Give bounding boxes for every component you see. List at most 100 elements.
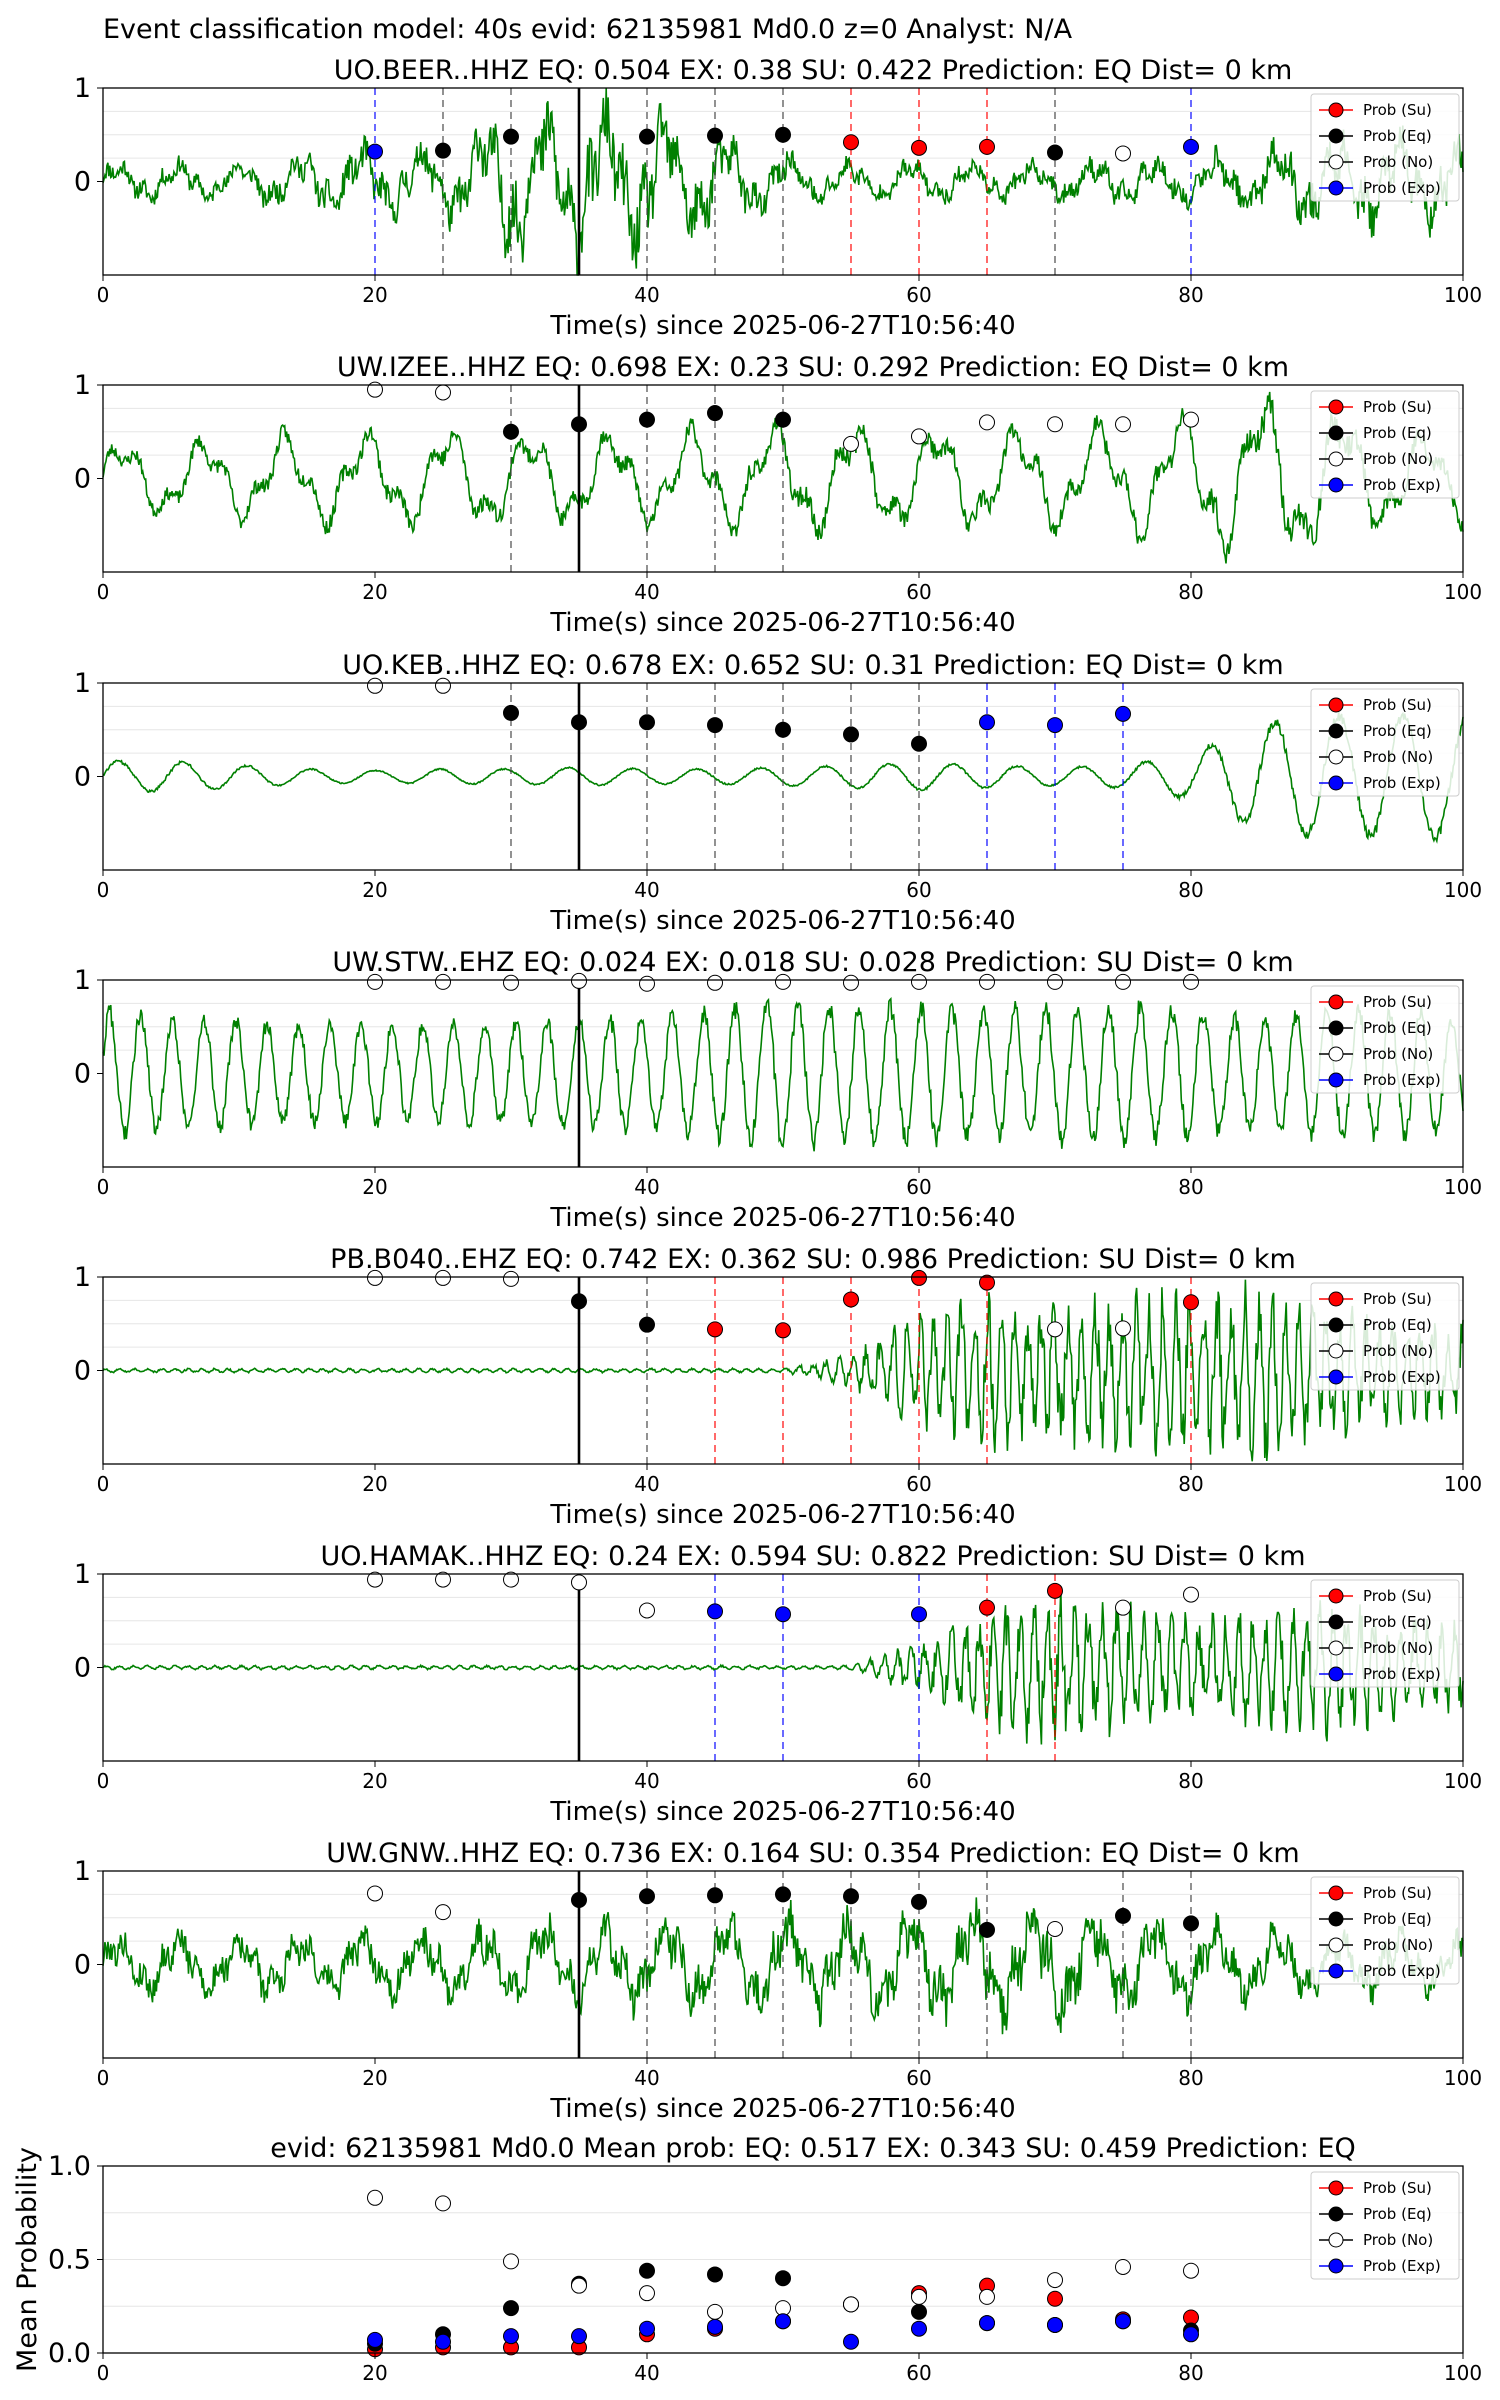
y-tick-label: 0.0 — [48, 2338, 91, 2369]
legend-label-no: Prob (No) — [1363, 748, 1433, 766]
prob-marker-no — [639, 975, 655, 992]
x-tick-label: 80 — [1178, 2066, 1203, 2090]
prob-marker-eq — [707, 405, 723, 422]
prob-marker-no — [367, 1885, 383, 1902]
axes-frame — [102, 1870, 1464, 2059]
waveform-trace — [102, 1897, 1464, 2035]
prob-marker-su — [775, 1322, 791, 1339]
prob-marker-no — [843, 974, 859, 991]
prob-marker-eq — [639, 1888, 655, 1905]
prob-marker-no — [1183, 1586, 1199, 1603]
prob-marker-no — [367, 1571, 383, 1588]
panel-title: PB.B040..EHZ EQ: 0.742 EX: 0.362 SU: 0.9… — [330, 1244, 1296, 1275]
legend-box — [1310, 2171, 1460, 2280]
x-tick-label: 0 — [97, 580, 110, 604]
prob-marker-eq — [639, 1316, 655, 1333]
prob-marker-no — [435, 1269, 451, 1286]
waveform-trace — [102, 996, 1464, 1152]
prob-marker-eq — [639, 714, 655, 731]
y-tick-label: 1 — [74, 965, 91, 996]
prob-marker-eq — [911, 1893, 927, 1910]
x-tick-label: 0 — [97, 1472, 110, 1496]
panel-title: UW.IZEE..HHZ EQ: 0.698 EX: 0.23 SU: 0.29… — [337, 352, 1289, 383]
legend-marker-eq — [1328, 425, 1344, 441]
prob-marker-no — [1183, 411, 1199, 428]
mean-prob-marker-su — [1047, 2290, 1063, 2307]
legend-marker-eq — [1328, 128, 1344, 144]
mean-prob-marker-eq — [707, 2266, 723, 2283]
x-tick-label: 40 — [634, 1769, 659, 1793]
x-tick-label: 80 — [1178, 283, 1203, 307]
legend-label-eq: Prob (Eq) — [1363, 424, 1432, 442]
mean-prob-marker-exp — [503, 2328, 519, 2345]
y-tick-label: 0 — [74, 762, 91, 793]
mean-prob-marker-no — [639, 2285, 655, 2302]
prob-marker-eq — [707, 127, 723, 144]
legend-marker-su — [1328, 399, 1344, 415]
prob-marker-no — [435, 973, 451, 990]
mean-prob-marker-exp — [707, 2318, 723, 2335]
x-tick-label: 60 — [906, 2361, 931, 2385]
legend-box — [1310, 93, 1460, 202]
prob-marker-exp — [775, 1606, 791, 1623]
mean-prob-marker-exp — [571, 2328, 587, 2345]
axes-frame — [102, 1276, 1464, 1465]
x-tick-label: 60 — [906, 1472, 931, 1496]
prob-marker-eq — [639, 411, 655, 428]
prob-marker-eq — [503, 128, 519, 145]
legend-marker-no — [1328, 154, 1344, 170]
mean-prob-marker-no — [1047, 2272, 1063, 2289]
mean-prob-marker-eq — [911, 2303, 927, 2320]
prob-marker-eq — [707, 1887, 723, 1904]
x-tick-label: 80 — [1178, 580, 1203, 604]
mean-prob-marker-no — [1115, 2258, 1131, 2275]
panel-title: UW.GNW..HHZ EQ: 0.736 EX: 0.164 SU: 0.35… — [326, 1838, 1300, 1869]
x-tick-label: 60 — [906, 2066, 931, 2090]
x-tick-label: 20 — [362, 283, 387, 307]
mean-prob-marker-eq — [503, 2300, 519, 2317]
prob-marker-no — [1047, 1920, 1063, 1937]
legend-box — [1310, 1282, 1460, 1391]
prob-marker-exp — [1183, 138, 1199, 155]
legend-label-exp: Prob (Exp) — [1363, 1368, 1441, 1386]
mean-prob-marker-exp — [1115, 2313, 1131, 2330]
legend-label-eq: Prob (Eq) — [1363, 1316, 1432, 1334]
prob-marker-su — [911, 1269, 927, 1286]
prob-marker-no — [367, 1269, 383, 1286]
legend-marker-exp — [1328, 1072, 1344, 1088]
legend-label-no: Prob (No) — [1363, 1045, 1433, 1063]
prob-marker-no — [911, 973, 927, 990]
prob-marker-no — [1047, 1321, 1063, 1338]
y-tick-label: 1 — [74, 1262, 91, 1293]
legend-label-su: Prob (Su) — [1363, 1884, 1432, 1902]
x-axis-label: Time(s) since 2025-06-27T10:56:40 — [549, 1797, 1015, 1827]
prob-marker-eq — [775, 1886, 791, 1903]
waveform-trace — [102, 1279, 1464, 1462]
x-tick-label: 100 — [1444, 580, 1482, 604]
prob-marker-no — [435, 1904, 451, 1921]
prob-marker-su — [1183, 1294, 1199, 1311]
prob-marker-su — [979, 1599, 995, 1616]
legend-box — [1310, 688, 1460, 797]
prob-marker-no — [1047, 973, 1063, 990]
mean-prob-marker-no — [571, 2277, 587, 2294]
axes-frame — [102, 682, 1464, 871]
legend-label-eq: Prob (Eq) — [1363, 722, 1432, 740]
y-tick-label: 1 — [74, 668, 91, 699]
prob-marker-no — [775, 973, 791, 990]
x-tick-label: 100 — [1444, 2066, 1482, 2090]
legend-marker-exp — [1328, 1369, 1344, 1385]
panel-title: UW.STW..EHZ EQ: 0.024 EX: 0.018 SU: 0.02… — [332, 947, 1293, 978]
legend-box — [1310, 985, 1460, 1094]
mean-prob-marker-no — [1183, 2262, 1199, 2279]
prob-marker-no — [979, 414, 995, 431]
x-tick-label: 20 — [362, 1769, 387, 1793]
prob-marker-eq — [571, 1891, 587, 1908]
legend-label-no: Prob (No) — [1363, 153, 1433, 171]
legend-marker-no — [1328, 1343, 1344, 1359]
